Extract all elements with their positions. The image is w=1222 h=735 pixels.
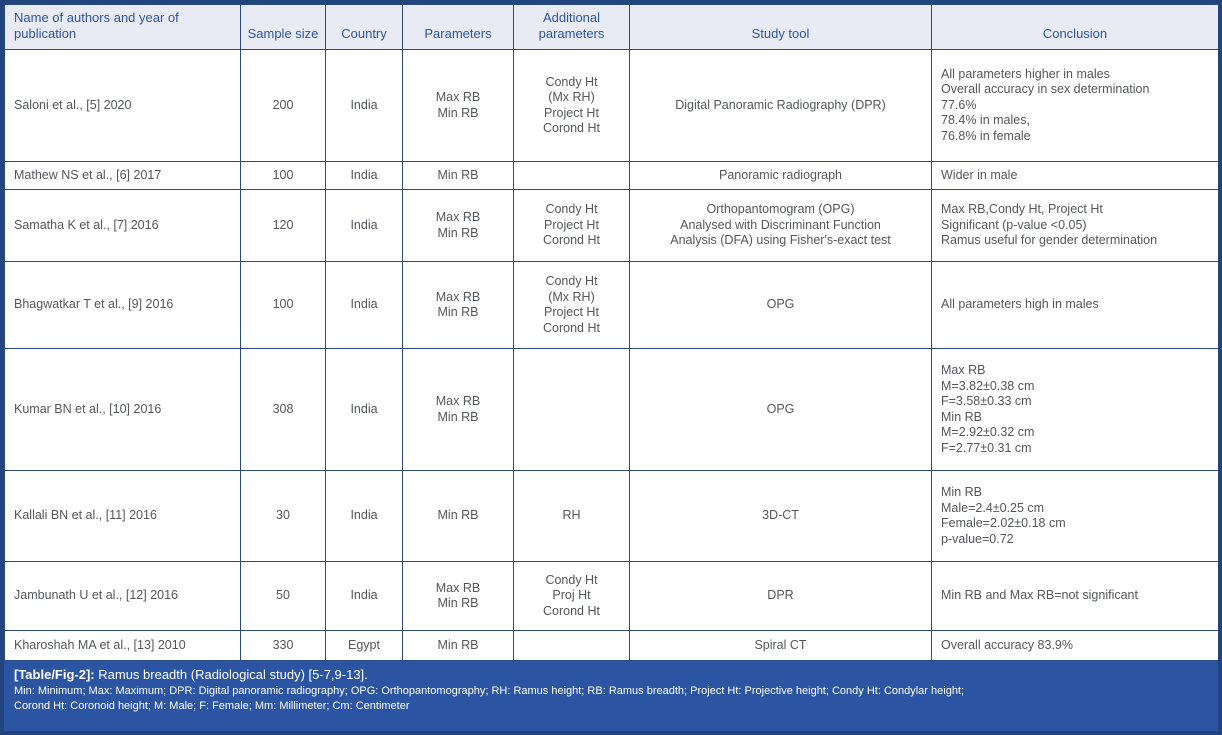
table-row: Kallali BN et al., [11] 2016 30 India Mi… bbox=[4, 470, 1218, 562]
cell-author: Samatha K et al., [7] 2016 bbox=[4, 189, 241, 262]
cell-sample-size: 100 bbox=[240, 161, 326, 190]
cell-conclusion: All parameters high in males bbox=[931, 261, 1218, 349]
column-header-country: Country bbox=[325, 4, 403, 50]
cell-author: Bhagwatkar T et al., [9] 2016 bbox=[4, 261, 241, 349]
cell-study-tool: OPG bbox=[629, 261, 932, 349]
cell-study-tool: Panoramic radiograph bbox=[629, 161, 932, 190]
cell-conclusion: Overall accuracy 83.9% bbox=[931, 630, 1218, 661]
cell-additional-parameters: Condy Ht Proj Ht Corond Ht bbox=[513, 561, 630, 631]
cell-additional-parameters: Condy Ht (Mx RH) Project Ht Corond Ht bbox=[513, 261, 630, 349]
cell-country: India bbox=[325, 161, 403, 190]
cell-parameters: Max RB Min RB bbox=[402, 348, 514, 471]
column-header-parameters: Parameters bbox=[402, 4, 514, 50]
table-caption: [Table/Fig-2]: Ramus breadth (Radiologic… bbox=[4, 661, 1218, 722]
column-header-sample-size: Sample size bbox=[240, 4, 326, 50]
cell-sample-size: 200 bbox=[240, 49, 326, 162]
table-row: Bhagwatkar T et al., [9] 2016 100 India … bbox=[4, 261, 1218, 349]
caption-title-text: Ramus breadth (Radiological study) [5-7,… bbox=[94, 667, 368, 682]
cell-conclusion: Min RB Male=2.4±0.25 cm Female=2.02±0.18 c… bbox=[931, 470, 1218, 562]
cell-author: Kharoshah MA et al., [13] 2010 bbox=[4, 630, 241, 661]
cell-sample-size: 330 bbox=[240, 630, 326, 661]
cell-conclusion: Max RB,Condy Ht, Project Ht Significant (… bbox=[931, 189, 1218, 262]
caption-abbreviations-line1: Min: Minimum; Max: Maximum; DPR: Digital… bbox=[14, 685, 965, 697]
table-body: Saloni et al., [5] 2020 200 India Max RB… bbox=[4, 49, 1218, 661]
radiological-study-table: Name of authors and year of publication … bbox=[4, 4, 1218, 661]
cell-additional-parameters: RH bbox=[513, 470, 630, 562]
column-header-additional-parameters: Additional parameters bbox=[513, 4, 630, 50]
cell-conclusion: Wider in male bbox=[931, 161, 1218, 190]
column-header-study-tool: Study tool bbox=[629, 4, 932, 50]
cell-parameters: Max RB Min RB bbox=[402, 561, 514, 631]
cell-additional-parameters: Condy Ht Project Ht Corond Ht bbox=[513, 189, 630, 262]
cell-sample-size: 100 bbox=[240, 261, 326, 349]
cell-country: India bbox=[325, 348, 403, 471]
cell-parameters: Min RB bbox=[402, 470, 514, 562]
cell-country: India bbox=[325, 189, 403, 262]
cell-parameters: Max RB Min RB bbox=[402, 261, 514, 349]
table-row: Jambunath U et al., [12] 2016 50 India M… bbox=[4, 561, 1218, 631]
table-row: Kumar BN et al., [10] 2016 308 India Max… bbox=[4, 348, 1218, 471]
cell-parameters: Max RB Min RB bbox=[402, 49, 514, 162]
cell-country: India bbox=[325, 261, 403, 349]
table-row: Mathew NS et al., [6] 2017 100 India Min… bbox=[4, 161, 1218, 190]
cell-sample-size: 30 bbox=[240, 470, 326, 562]
cell-country: India bbox=[325, 49, 403, 162]
cell-sample-size: 308 bbox=[240, 348, 326, 471]
cell-conclusion: Max RB M=3.82±0.38 cm F=3.58±0.33 cm Min RB… bbox=[931, 348, 1218, 471]
cell-study-tool: Spiral CT bbox=[629, 630, 932, 661]
cell-additional-parameters bbox=[513, 348, 630, 471]
cell-conclusion: Min RB and Max RB=not significant bbox=[931, 561, 1218, 631]
header-row: Name of authors and year of publication … bbox=[4, 4, 1218, 50]
cell-author: Kallali BN et al., [11] 2016 bbox=[4, 470, 241, 562]
cell-author: Saloni et al., [5] 2020 bbox=[4, 49, 241, 162]
cell-author: Kumar BN et al., [10] 2016 bbox=[4, 348, 241, 471]
cell-author: Mathew NS et al., [6] 2017 bbox=[4, 161, 241, 190]
cell-additional-parameters bbox=[513, 161, 630, 190]
cell-additional-parameters: Condy Ht (Mx RH) Project Ht Corond Ht bbox=[513, 49, 630, 162]
cell-study-tool: 3D-CT bbox=[629, 470, 932, 562]
cell-sample-size: 50 bbox=[240, 561, 326, 631]
table-row: Samatha K et al., [7] 2016 120 India Max… bbox=[4, 189, 1218, 262]
cell-sample-size: 120 bbox=[240, 189, 326, 262]
cell-study-tool: Digital Panoramic Radiography (DPR) bbox=[629, 49, 932, 162]
column-header-authors: Name of authors and year of publication bbox=[4, 4, 241, 50]
caption-abbreviations-line2: Corond Ht: Coronoid height; M: Male; F: … bbox=[14, 700, 410, 712]
cell-country: India bbox=[325, 470, 403, 562]
cell-parameters: Max RB Min RB bbox=[402, 189, 514, 262]
table-row: Kharoshah MA et al., [13] 2010 330 Egypt… bbox=[4, 630, 1218, 661]
cell-conclusion: All parameters higher in males Overall ac… bbox=[931, 49, 1218, 162]
caption-title: [Table/Fig-2]: Ramus breadth (Radiologic… bbox=[14, 666, 1208, 684]
caption-label: [Table/Fig-2]: bbox=[14, 667, 95, 682]
cell-parameters: Min RB bbox=[402, 161, 514, 190]
table-row: Saloni et al., [5] 2020 200 India Max RB… bbox=[4, 49, 1218, 162]
cell-study-tool: DPR bbox=[629, 561, 932, 631]
cell-country: India bbox=[325, 561, 403, 631]
cell-parameters: Min RB bbox=[402, 630, 514, 661]
cell-country: Egypt bbox=[325, 630, 403, 661]
cell-additional-parameters bbox=[513, 630, 630, 661]
cell-study-tool: OPG bbox=[629, 348, 932, 471]
column-header-conclusion: Conclusion bbox=[931, 4, 1218, 50]
cell-study-tool: Orthopantomogram (OPG) Analysed with Disc… bbox=[629, 189, 932, 262]
cell-author: Jambunath U et al., [12] 2016 bbox=[4, 561, 241, 631]
